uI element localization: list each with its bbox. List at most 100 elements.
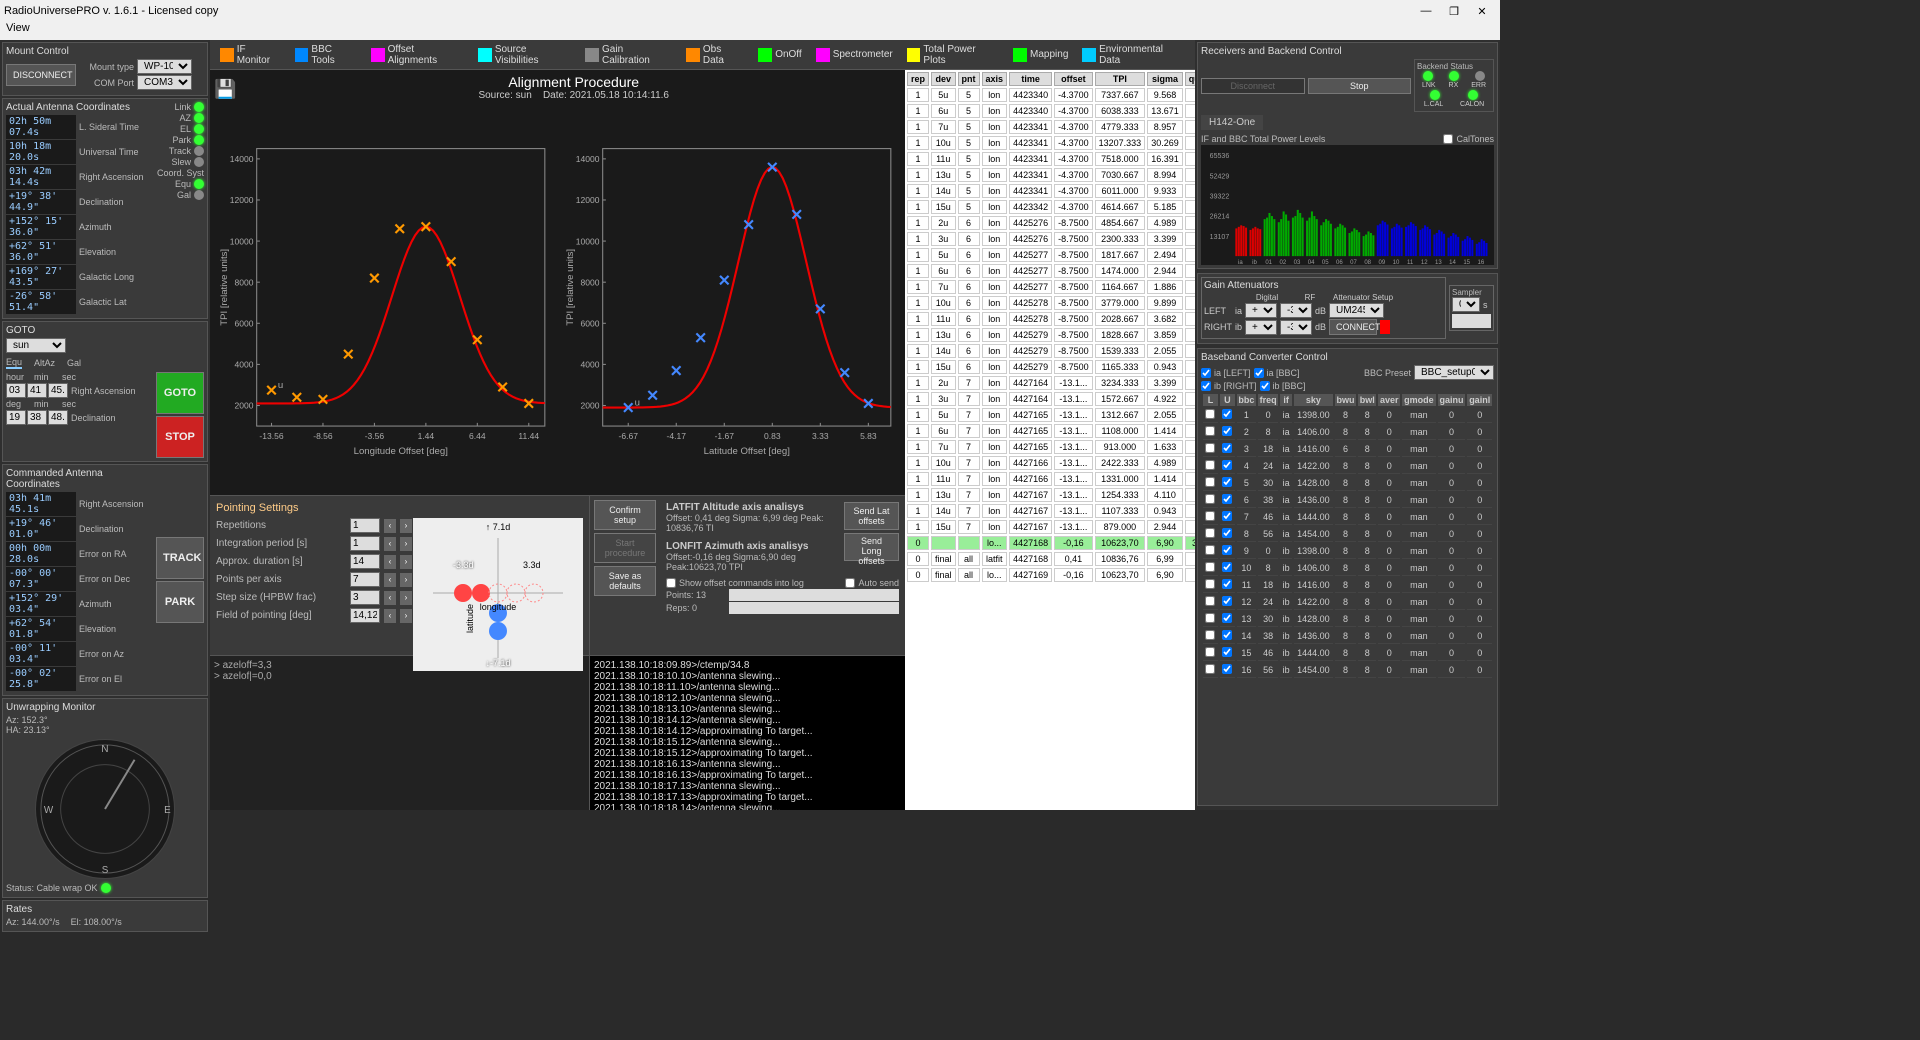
svg-text:TPI [relative units]: TPI [relative units] <box>219 249 230 326</box>
tool-bbc-tools[interactable]: BBC Tools <box>289 41 363 69</box>
titlebar: RadioUniversePRO v. 1.6.1 - Licensed cop… <box>0 0 1500 22</box>
svg-text:-1.67: -1.67 <box>714 431 734 441</box>
console-input[interactable]: > azeloff=3,3> azelof|=0,0 <box>210 656 590 810</box>
tool-spectrometer[interactable]: Spectrometer <box>810 45 899 65</box>
tool-total-power-plots[interactable]: Total Power Plots <box>901 41 1005 69</box>
svg-text:05: 05 <box>1322 260 1329 266</box>
caltones-checkbox[interactable] <box>1443 134 1453 144</box>
auto-send-checkbox[interactable] <box>845 578 855 588</box>
pointing-settings: Pointing Settings Repetitions‹›Integrati… <box>210 496 590 655</box>
mount-type-select[interactable]: WP-100 <box>137 59 192 74</box>
tool-if-monitor[interactable]: IF Monitor <box>214 41 287 69</box>
svg-text:5.83: 5.83 <box>860 431 877 441</box>
svg-text:04: 04 <box>1308 260 1315 266</box>
save-icon[interactable]: 💾 <box>214 79 236 100</box>
svg-text:1.44: 1.44 <box>418 431 435 441</box>
svg-text:ib: ib <box>1252 260 1257 266</box>
svg-text:15: 15 <box>1463 260 1470 266</box>
svg-text:ia: ia <box>1238 260 1243 266</box>
toolbar: IF MonitorBBC ToolsOffset AlignmentsSour… <box>210 40 1195 70</box>
svg-text:u: u <box>634 397 639 408</box>
tool-environmental-data[interactable]: Environmental Data <box>1076 41 1191 69</box>
svg-text:14000: 14000 <box>230 154 254 164</box>
svg-text:S: S <box>102 865 109 876</box>
goto-tab-Equ[interactable]: Equ <box>6 357 22 369</box>
disconnect-button[interactable]: DISCONNECT <box>6 64 76 86</box>
svg-text:2000: 2000 <box>580 401 599 411</box>
svg-text:52429: 52429 <box>1210 173 1230 180</box>
send-long-button[interactable]: Send Long offsets <box>844 533 899 561</box>
goto-button[interactable]: GOTO <box>156 372 204 414</box>
svg-text:8000: 8000 <box>580 277 599 287</box>
com-port-select[interactable]: COM3 <box>137 75 192 90</box>
bbc-panel: Baseband Converter Control ia [LEFT] ia … <box>1197 348 1498 806</box>
minimize-icon[interactable]: — <box>1412 5 1440 17</box>
svg-text:12: 12 <box>1421 260 1428 266</box>
latitude-chart: 2000400060008000100001200014000-6.67-4.1… <box>560 105 902 491</box>
svg-text:-8.56: -8.56 <box>313 431 333 441</box>
park-button[interactable]: PARK <box>156 581 204 623</box>
svg-text:Longitude Offset [deg]: Longitude Offset [deg] <box>354 446 448 457</box>
maximize-icon[interactable]: ❐ <box>1440 5 1468 18</box>
bbc-preset-select[interactable]: BBC_setup02 <box>1414 365 1494 380</box>
gain-attenuators: Gain Attenuators DigitalRFAttenuator Set… <box>1197 273 1498 344</box>
rates-panel: Rates Az: 144.00°/sEl: 108.00°/s <box>2 900 208 932</box>
svg-text:26214: 26214 <box>1210 214 1230 221</box>
svg-text:4000: 4000 <box>580 360 599 370</box>
svg-text:65536: 65536 <box>1210 153 1230 160</box>
send-lat-button[interactable]: Send Lat offsets <box>844 502 899 530</box>
tool-obs-data[interactable]: Obs Data <box>680 41 750 69</box>
svg-text:3.33: 3.33 <box>812 431 829 441</box>
svg-text:↓-7.1d: ↓-7.1d <box>485 658 510 668</box>
close-icon[interactable]: ✕ <box>1468 5 1496 18</box>
svg-text:Latitude Offset [deg]: Latitude Offset [deg] <box>703 446 789 457</box>
tool-offset-alignments[interactable]: Offset Alignments <box>365 41 470 69</box>
confirm-setup-button[interactable]: Confirm setup <box>594 500 656 530</box>
svg-text:13107: 13107 <box>1210 234 1230 241</box>
show-log-checkbox[interactable] <box>666 578 676 588</box>
svg-text:10000: 10000 <box>230 236 254 246</box>
rx-control-panel: Receivers and Backend Control Disconnect… <box>1197 42 1498 269</box>
svg-text:10000: 10000 <box>575 236 599 246</box>
svg-text:-6.67: -6.67 <box>618 431 638 441</box>
goto-tab-AltAz[interactable]: AltAz <box>34 358 55 368</box>
svg-text:latitude: latitude <box>465 604 475 633</box>
svg-text:-4.17: -4.17 <box>666 431 686 441</box>
svg-text:2000: 2000 <box>235 401 254 411</box>
svg-text:11: 11 <box>1407 260 1414 266</box>
svg-text:07: 07 <box>1350 260 1357 266</box>
mount-control-panel: Mount Control DISCONNECT Mount typeWP-10… <box>2 42 208 96</box>
menubar: View <box>0 22 1500 40</box>
tool-onoff[interactable]: OnOff <box>752 45 808 65</box>
svg-text:4000: 4000 <box>235 360 254 370</box>
stop-button[interactable]: STOP <box>156 416 204 458</box>
tool-mapping[interactable]: Mapping <box>1007 45 1074 65</box>
mount-title: Mount Control <box>6 46 204 57</box>
start-proc-button[interactable]: Start procedure <box>594 533 656 563</box>
svg-text:-13.56: -13.56 <box>259 431 283 441</box>
data-grid[interactable]: repdevpntaxistimeoffsetTPIsigmaqualit15u… <box>905 70 1195 810</box>
svg-text:-3.56: -3.56 <box>365 431 385 441</box>
menu-view[interactable]: View <box>6 22 30 34</box>
svg-text:0.83: 0.83 <box>764 431 781 441</box>
tool-gain-calibration[interactable]: Gain Calibration <box>579 41 678 69</box>
power-chart: 1310726214393225242965536iaib01020304050… <box>1201 145 1494 265</box>
goto-target[interactable]: sun <box>6 338 66 353</box>
tool-source-visibilities[interactable]: Source Visibilities <box>472 41 577 69</box>
goto-tab-Gal[interactable]: Gal <box>67 358 81 368</box>
svg-text:W: W <box>44 805 54 816</box>
rx-stop-button[interactable]: Stop <box>1308 78 1412 94</box>
track-button[interactable]: TRACK <box>156 537 204 579</box>
svg-text:E: E <box>164 805 171 816</box>
svg-text:12000: 12000 <box>230 195 254 205</box>
goto-panel: GOTO sun EquAltAzGal hourminsec Right As… <box>2 321 208 462</box>
svg-text:03: 03 <box>1294 260 1301 266</box>
connect-button[interactable]: CONNECT <box>1329 319 1377 335</box>
unwrap-panel: Unwrapping Monitor Az: 152.3° HA: 23.13°… <box>2 698 208 898</box>
alignment-chart-area: 💾 Alignment Procedure Source: sun Date: … <box>210 70 905 495</box>
svg-text:6.44: 6.44 <box>469 431 486 441</box>
svg-text:16: 16 <box>1477 260 1484 266</box>
save-defaults-button[interactable]: Save as defaults <box>594 566 656 596</box>
svg-text:13: 13 <box>1435 260 1442 266</box>
rx-disconnect-button[interactable]: Disconnect <box>1201 78 1305 94</box>
